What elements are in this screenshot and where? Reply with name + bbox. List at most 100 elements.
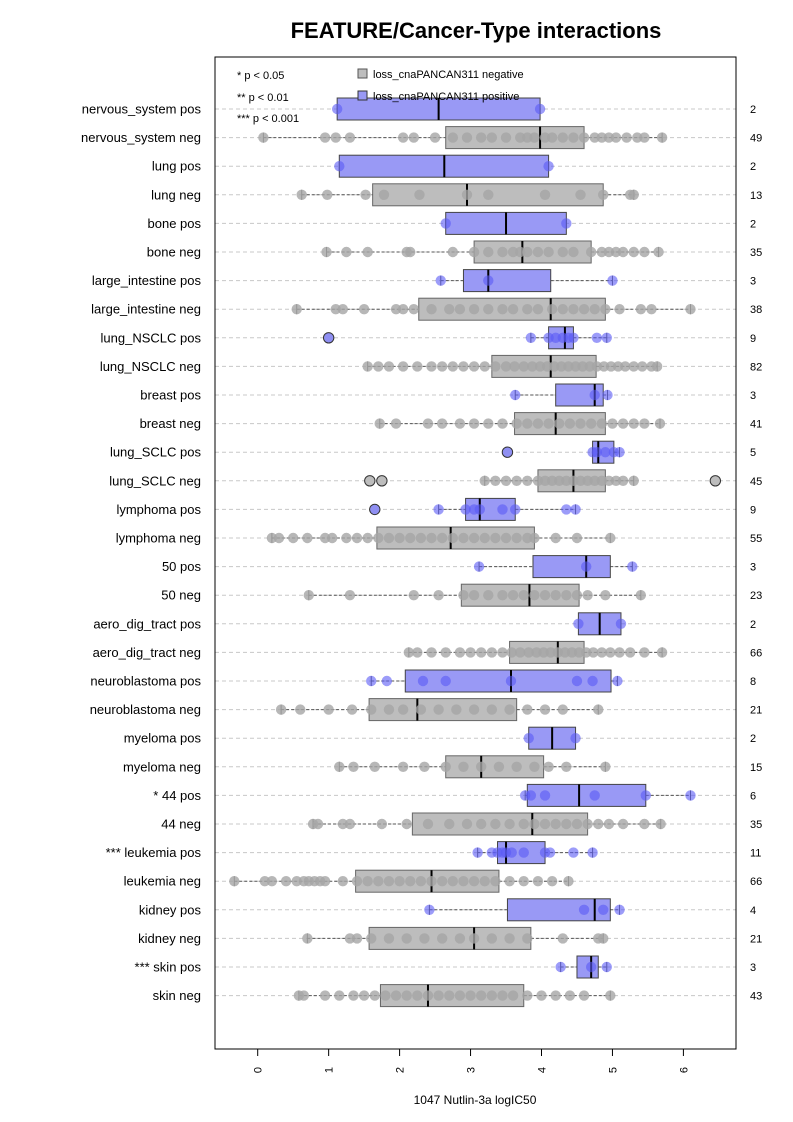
data-point <box>570 504 581 515</box>
data-point <box>522 246 533 258</box>
data-point <box>550 532 561 544</box>
data-point <box>390 418 402 429</box>
data-point <box>550 990 561 1001</box>
data-point <box>490 361 501 372</box>
data-point <box>412 647 423 658</box>
data-point <box>424 904 435 915</box>
data-point <box>564 418 576 429</box>
data-point <box>346 704 358 715</box>
data-point <box>532 876 544 887</box>
data-point <box>312 818 324 830</box>
data-point <box>319 876 331 887</box>
data-point <box>326 532 338 544</box>
x-tick-label: 4 <box>537 1067 549 1073</box>
outlier-point <box>501 446 514 458</box>
sample-count: 49 <box>750 133 762 145</box>
data-point <box>383 704 395 715</box>
data-point <box>440 647 451 658</box>
sample-count: 2 <box>750 733 756 745</box>
row-label: lung_SCLC neg <box>109 473 201 488</box>
data-point <box>419 933 430 944</box>
data-points <box>229 103 722 1001</box>
data-point <box>571 675 583 687</box>
data-point <box>362 876 373 887</box>
data-point <box>337 876 349 887</box>
data-point <box>473 561 485 572</box>
data-point <box>302 532 313 544</box>
row-label: 44 neg <box>161 817 201 832</box>
data-point <box>378 189 390 200</box>
data-point <box>426 647 437 658</box>
sample-count: 13 <box>750 190 762 202</box>
data-point <box>585 418 597 429</box>
data-point <box>573 618 584 629</box>
data-point <box>479 532 490 544</box>
data-point <box>500 475 512 486</box>
data-point <box>601 961 612 973</box>
data-point <box>319 132 331 143</box>
data-point <box>596 647 608 658</box>
data-point <box>561 504 572 515</box>
data-point <box>620 361 631 372</box>
row-label: lung_NSCLC pos <box>101 330 202 345</box>
data-point <box>258 132 269 143</box>
data-point <box>408 304 419 315</box>
data-point <box>444 818 455 830</box>
data-point <box>582 818 593 830</box>
data-point <box>472 847 483 858</box>
data-point <box>646 304 657 315</box>
sample-count: 45 <box>750 476 762 488</box>
data-point <box>557 132 568 143</box>
data-point <box>624 647 636 658</box>
sample-count: 55 <box>750 533 762 545</box>
legend-swatch-positive <box>357 90 368 101</box>
data-point <box>358 990 370 1001</box>
sample-count: 2 <box>750 619 756 631</box>
data-point <box>685 304 696 315</box>
data-point <box>291 304 302 315</box>
row-label: bone neg <box>147 245 201 260</box>
data-point <box>500 361 512 372</box>
data-point <box>511 418 522 429</box>
data-point <box>655 818 666 830</box>
data-point <box>405 532 416 544</box>
data-point <box>461 818 473 830</box>
data-point <box>628 361 639 372</box>
data-point <box>362 246 373 258</box>
box <box>532 555 611 579</box>
data-point <box>607 275 618 286</box>
sample-count: 2 <box>750 218 756 230</box>
data-point <box>397 132 409 143</box>
row-label: 50 neg <box>161 588 201 603</box>
data-point <box>373 532 384 544</box>
row-label: breast neg <box>140 416 201 431</box>
data-point <box>651 361 663 372</box>
data-point <box>557 704 568 715</box>
data-point <box>628 475 639 486</box>
data-point <box>322 189 333 200</box>
data-point <box>436 418 448 429</box>
data-point <box>575 189 586 200</box>
data-point <box>580 561 592 572</box>
data-point <box>523 647 534 658</box>
sample-count: 9 <box>750 333 756 345</box>
data-point <box>639 246 650 258</box>
data-point <box>525 790 537 801</box>
data-point <box>479 475 490 486</box>
data-point <box>447 876 459 887</box>
sample-count: 43 <box>750 991 762 1003</box>
data-point <box>414 189 425 200</box>
data-point <box>543 418 554 429</box>
data-point <box>587 675 598 687</box>
row-label: lung_SCLC pos <box>110 445 202 460</box>
data-point <box>468 418 480 429</box>
legend-label-positive: loss_cnaPANCAN311 positive <box>373 91 519 103</box>
data-point <box>369 990 380 1001</box>
data-point <box>564 990 576 1001</box>
data-point <box>422 418 434 429</box>
data-point <box>405 246 416 258</box>
data-point <box>506 647 517 658</box>
data-point <box>447 361 459 372</box>
data-point <box>461 132 473 143</box>
data-point <box>497 504 508 515</box>
